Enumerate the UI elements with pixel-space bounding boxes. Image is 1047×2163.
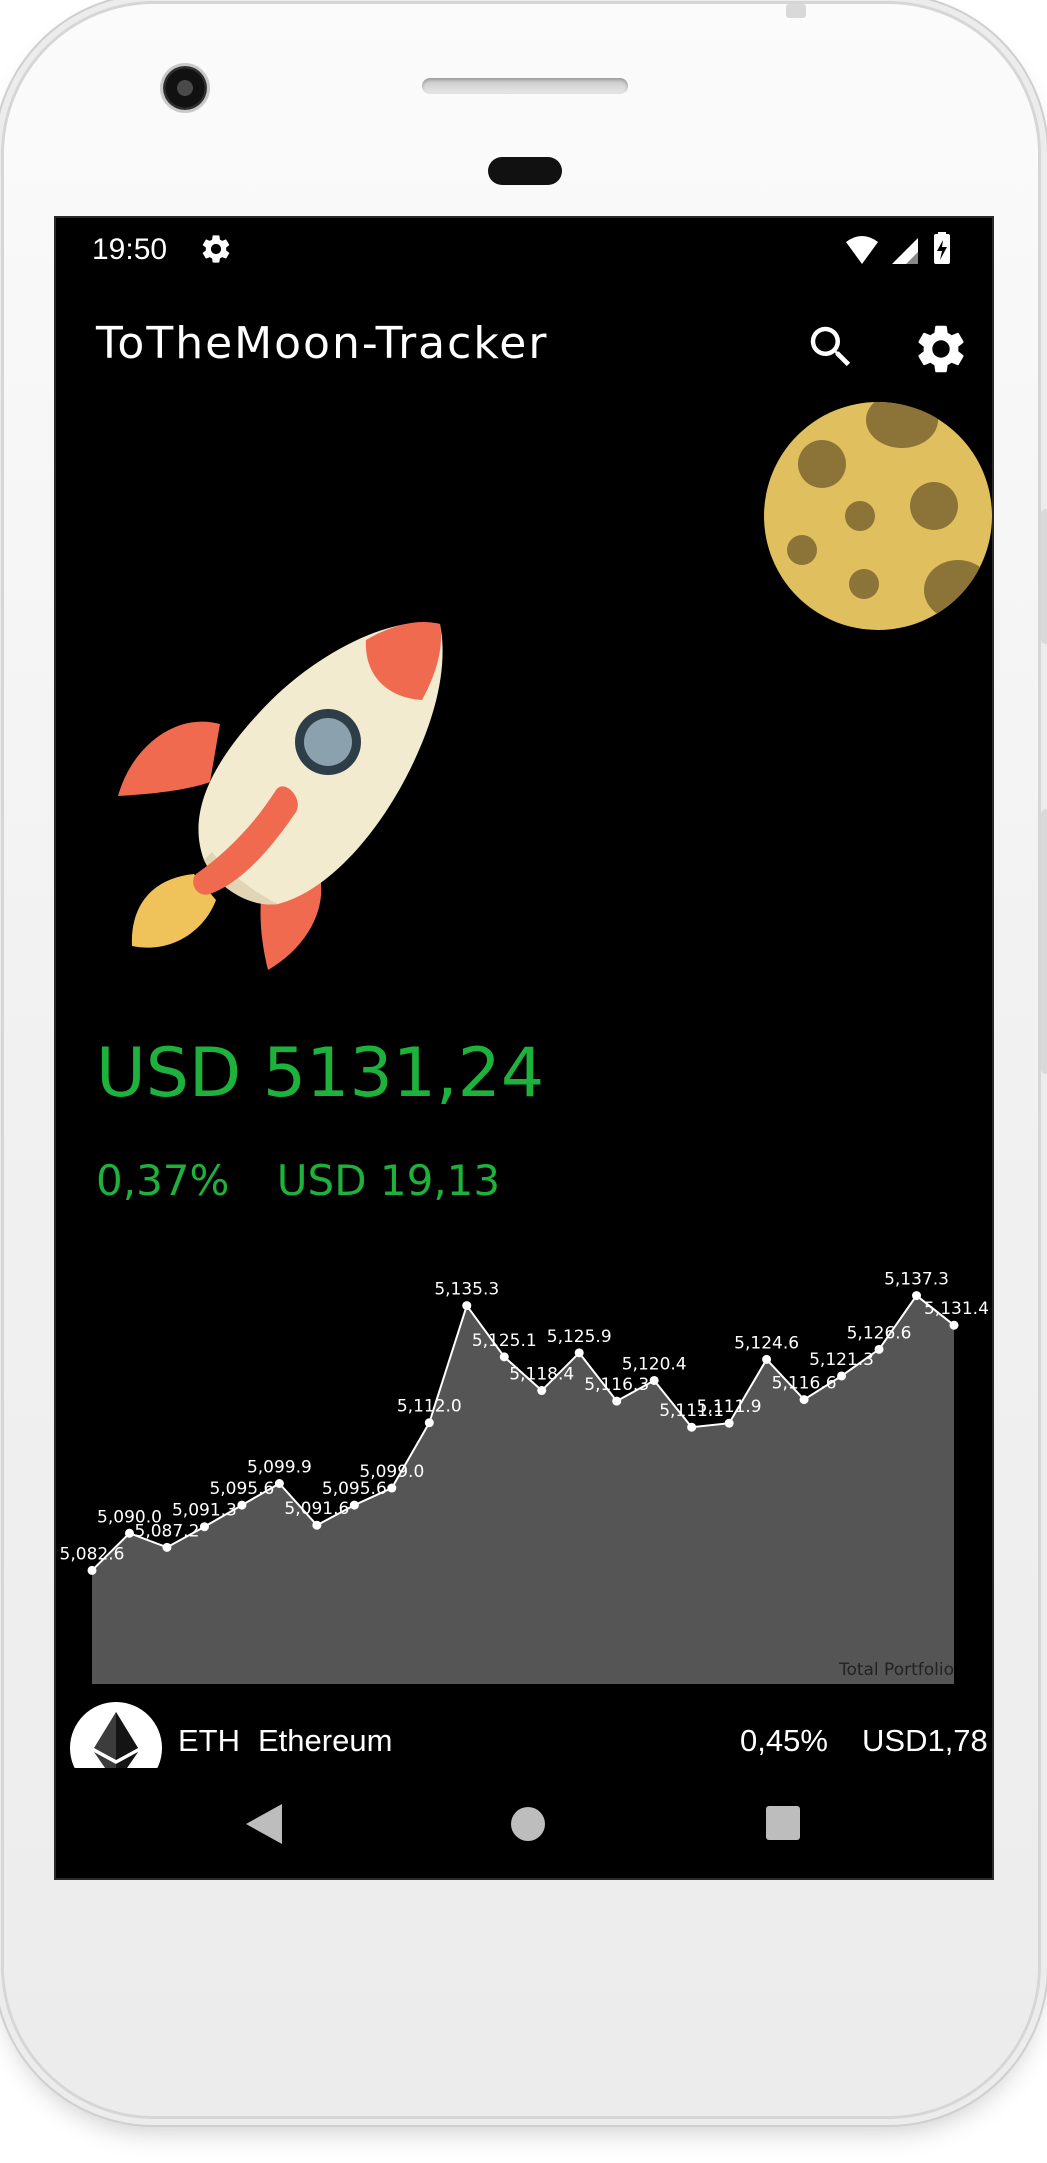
- settings-icon[interactable]: [912, 320, 970, 378]
- proximity-sensor: [488, 157, 562, 185]
- chart-data-label: 5,120.4: [622, 1354, 687, 1374]
- earpiece-speaker: [422, 78, 628, 94]
- chart-point[interactable]: [162, 1542, 172, 1552]
- chart-data-label: 5,118.4: [509, 1365, 574, 1385]
- chart-data-label: 5,126.6: [847, 1323, 912, 1343]
- chart-data-label: 5,116.6: [772, 1374, 837, 1394]
- chart-data-label: 5,135.3: [434, 1280, 499, 1300]
- chart-data-label: 5,131.4: [924, 1299, 989, 1319]
- portfolio-chart[interactable]: 5,082.65,090.05,087.25,091.35,095.65,099…: [56, 1248, 992, 1698]
- chart-point[interactable]: [87, 1565, 97, 1575]
- moon-icon: [764, 402, 992, 630]
- chart-point[interactable]: [574, 1348, 584, 1358]
- coin-change-percent: 0,45%: [740, 1723, 828, 1758]
- chart-data-label: 5,090.0: [97, 1507, 162, 1527]
- chart-data-label: 5,099.0: [359, 1462, 424, 1482]
- chart-data-label: 5,099.9: [247, 1458, 312, 1478]
- status-icons: [846, 232, 950, 264]
- chart-point[interactable]: [424, 1418, 434, 1428]
- status-bar: 19:50: [56, 218, 992, 282]
- chart-point[interactable]: [537, 1386, 547, 1396]
- chart-legend: Total Portfolio: [838, 1660, 954, 1680]
- chart-data-label: 5,124.6: [734, 1333, 799, 1353]
- chart-data-label: 5,116.3: [584, 1375, 649, 1395]
- chart-point[interactable]: [837, 1371, 847, 1381]
- chart-point[interactable]: [274, 1479, 284, 1489]
- chart-data-label: 5,095.6: [322, 1479, 387, 1499]
- chart-point[interactable]: [387, 1483, 397, 1493]
- coin-name: Ethereum: [258, 1723, 393, 1758]
- app-toolbar: ToTheMoon-Tracker: [56, 298, 992, 408]
- navigation-bar: [56, 1768, 992, 1878]
- portfolio-change-value: USD 19,13: [276, 1156, 501, 1205]
- search-icon[interactable]: [804, 320, 858, 374]
- chart-area-fill: [92, 1295, 954, 1684]
- chart-data-label: 5,091.6: [284, 1499, 349, 1519]
- chart-point[interactable]: [687, 1422, 697, 1432]
- power-button: [1041, 809, 1047, 1074]
- chart-point[interactable]: [124, 1528, 134, 1538]
- chart-data-label: 5,112.0: [397, 1397, 462, 1417]
- chart-point[interactable]: [649, 1375, 659, 1385]
- coin-list-item[interactable]: ETH Ethereum 0,45% USD1,78: [56, 1688, 992, 1794]
- chart-point[interactable]: [724, 1418, 734, 1428]
- chart-point[interactable]: [912, 1291, 922, 1301]
- chart-data-label: 5,087.2: [135, 1521, 200, 1541]
- chart-point[interactable]: [949, 1320, 959, 1330]
- chart-point[interactable]: [312, 1520, 322, 1530]
- chart-data-label: 5,137.3: [884, 1270, 949, 1290]
- coin-symbol: ETH: [178, 1723, 240, 1758]
- chart-data-label: 5,111.9: [697, 1397, 762, 1417]
- portfolio-total-value: USD 5131,24: [96, 1034, 545, 1113]
- volume-button: [1041, 509, 1047, 644]
- wifi-icon: [846, 236, 878, 264]
- chart-point[interactable]: [462, 1301, 472, 1311]
- home-icon[interactable]: [508, 1804, 548, 1844]
- status-time: 19:50: [92, 233, 168, 266]
- front-camera: [163, 66, 207, 110]
- chart-data-label: 5,082.6: [60, 1544, 125, 1564]
- gear-icon: [202, 235, 230, 263]
- chart-data-label: 5,121.3: [809, 1350, 874, 1370]
- chart-data-label: 5,095.6: [209, 1479, 274, 1499]
- chart-data-label: 5,125.9: [547, 1327, 612, 1347]
- rocket-icon: [118, 621, 443, 970]
- chart-point[interactable]: [237, 1500, 247, 1510]
- signal-icon: [892, 238, 918, 264]
- portfolio-change-percent: 0,37%: [96, 1156, 230, 1205]
- chart-point[interactable]: [762, 1354, 772, 1364]
- chart-point[interactable]: [612, 1396, 622, 1406]
- chart-line: [91, 1294, 955, 1572]
- recent-apps-icon[interactable]: [764, 1804, 802, 1842]
- chart-data-label: 5,111.1: [659, 1401, 724, 1421]
- app-screen: 19:50 ToTheMoon-Tracker: [54, 216, 994, 1880]
- chart-data-label: 5,125.1: [472, 1331, 537, 1351]
- chart-point[interactable]: [199, 1522, 209, 1532]
- coin-value: USD1,78: [862, 1723, 988, 1758]
- phone-frame: 19:50 ToTheMoon-Tracker: [4, 4, 1047, 2116]
- portfolio-change-row: 0,37% USD 19,13: [96, 1156, 534, 1205]
- chart-point[interactable]: [499, 1352, 509, 1362]
- chart-data-label: 5,091.3: [172, 1501, 237, 1521]
- back-icon[interactable]: [242, 1800, 286, 1848]
- chart-point[interactable]: [349, 1500, 359, 1510]
- top-button: [786, 4, 806, 18]
- chart-point[interactable]: [874, 1344, 884, 1354]
- chart-point[interactable]: [799, 1395, 809, 1405]
- app-title: ToTheMoon-Tracker: [96, 318, 549, 369]
